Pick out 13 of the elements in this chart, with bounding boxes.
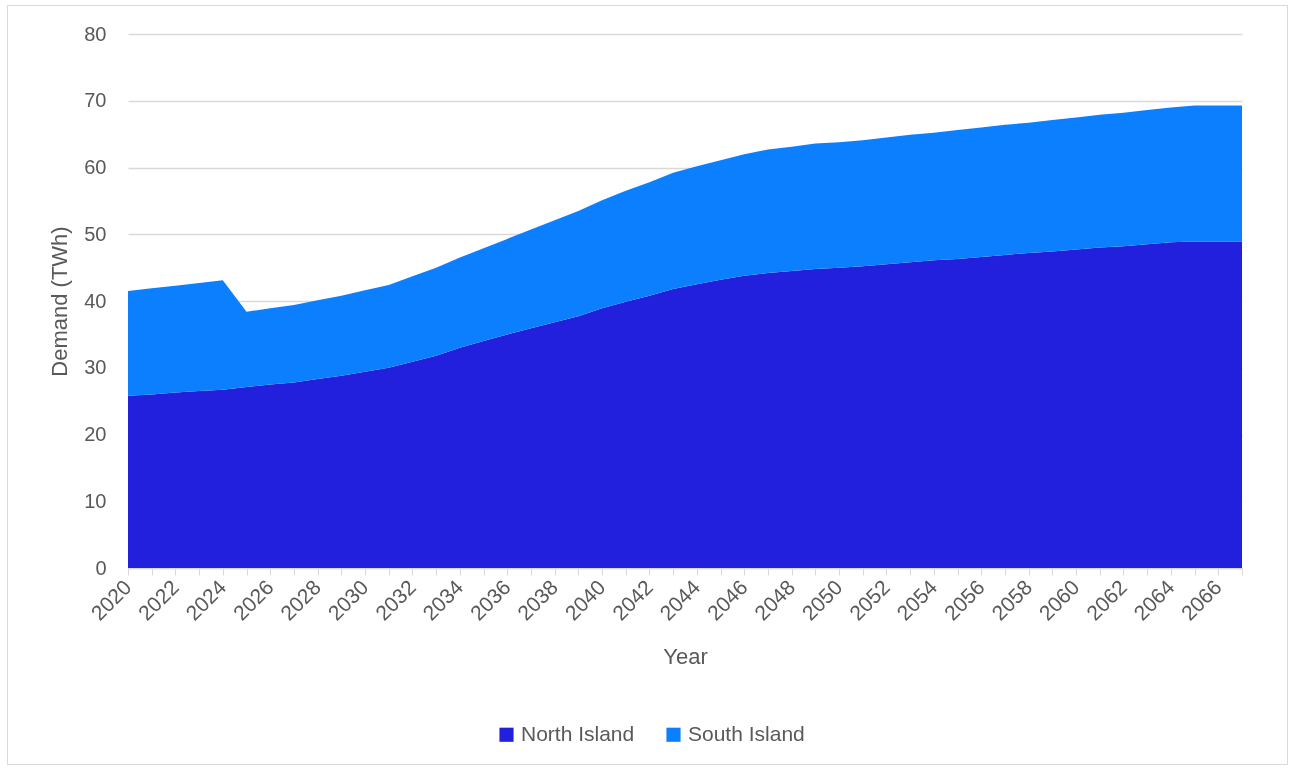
y-tick-label: 0 (95, 556, 107, 579)
y-tick-label: 20 (84, 423, 107, 445)
legend-label: North Island (521, 721, 635, 745)
y-axis-title: Demand (TWh) (47, 226, 73, 377)
y-tick-label: 50 (84, 222, 107, 245)
y-tick-label: 30 (84, 356, 107, 379)
y-tick-label: 80 (84, 22, 107, 45)
y-tick-label: 70 (84, 89, 107, 112)
y-tick-label: 10 (84, 489, 107, 512)
y-tick-label: 40 (84, 289, 107, 312)
legend-label: South Island (688, 721, 805, 745)
y-tick-label: 60 (84, 156, 107, 178)
x-axis-title: Year (663, 643, 708, 669)
